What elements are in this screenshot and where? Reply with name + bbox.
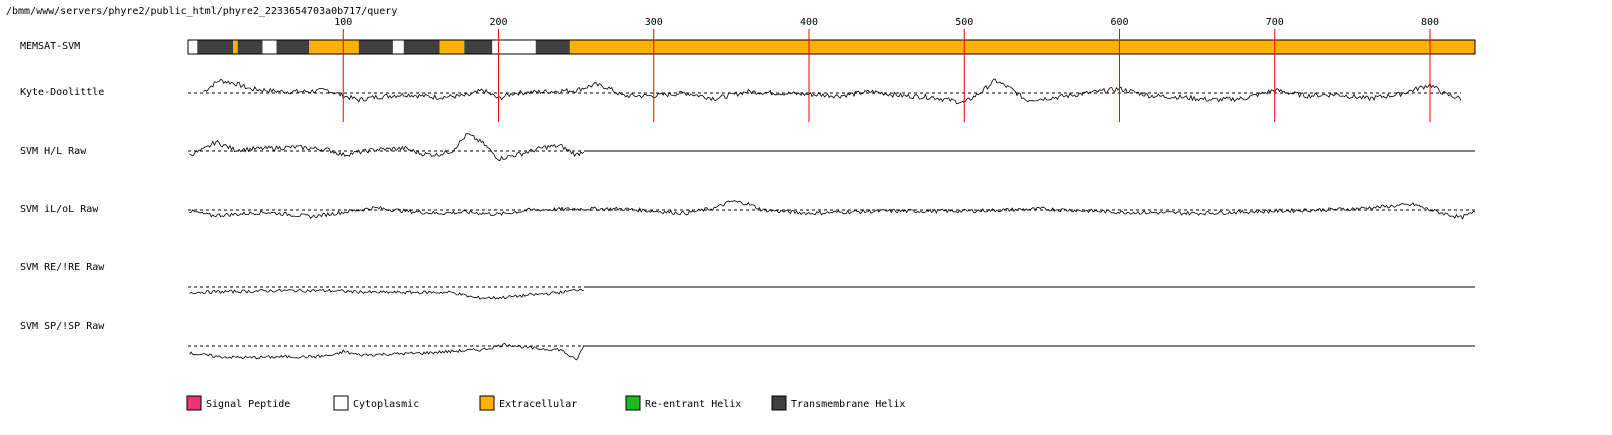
track-label: SVM RE/!RE Raw [20,262,105,273]
track-label: SVM SP/!SP Raw [20,321,105,332]
topology-segment-transmembrane-helix [276,40,310,54]
legend: Signal Peptide Cytoplasmic Extracellular Re… [186,395,905,411]
topology-segment-extracellular [233,40,238,54]
legend-swatch-cytoplasmic [333,395,349,411]
legend-label: Transmembrane Helix [791,399,905,410]
position-markers [342,29,1431,122]
x-tick-label: 500 [955,17,973,28]
svm-hl-line [189,133,585,161]
x-tick-label: 400 [800,17,818,28]
track-label: SVM iL/oL Raw [20,204,99,215]
track-label: MEMSAT-SVM [20,41,80,52]
topology-segment-transmembrane-helix [464,40,493,54]
topology-segment-cytoplasmic [262,40,277,54]
topology-bar-outline [187,39,1476,55]
track-label: Kyte-Doolittle [20,87,104,98]
topology-segment-transmembrane-helix [535,40,570,54]
topology-segment-transmembrane-helix [197,40,234,54]
topology-segment-cytoplasmic [492,40,536,54]
legend-swatch-signal-peptide [186,395,202,411]
memsat-topology-bar [187,39,1476,55]
x-tick-labels: 100 200 300 400 500 600 700 800 [334,17,1439,28]
profile-tracks [188,78,1476,361]
legend-swatch-extracellular [479,395,495,411]
legend-swatch-reentrant-helix [625,395,641,411]
legend-label: Signal Peptide [206,399,290,410]
track-label: SVM H/L Raw [20,146,87,157]
x-tick-label: 200 [489,17,507,28]
topology-segment-extracellular [569,40,1475,54]
x-tick-label: 100 [334,17,352,28]
track-labels: MEMSAT-SVM Kyte-Doolittle SVM H/L Raw SVM i… [20,41,105,332]
topology-segment-cytoplasmic [189,40,198,54]
x-tick-label: 600 [1110,17,1128,28]
x-tick-label: 700 [1266,17,1284,28]
legend-label: Re-entrant Helix [645,399,741,410]
query-path-label: /bmm/www/servers/phyre2/public_html/phyr… [6,6,397,17]
svm-reref-line [189,288,585,300]
legend-swatch-transmembrane-helix [771,395,787,411]
x-tick-label: 300 [645,17,663,28]
svm-ilol-line [189,200,1476,220]
legend-label: Cytoplasmic [353,399,419,410]
topology-segment-extracellular [309,40,359,54]
topology-segment-transmembrane-helix [403,40,440,54]
svm-spnsp-line [189,342,585,361]
kyte-doolittle-line [203,78,1462,105]
topology-segment-transmembrane-helix [358,40,393,54]
topology-segment-extracellular [439,40,465,54]
topology-segment-transmembrane-helix [237,40,263,54]
topology-segment-cytoplasmic [392,40,404,54]
x-tick-label: 800 [1421,17,1439,28]
legend-label: Extracellular [499,399,577,410]
